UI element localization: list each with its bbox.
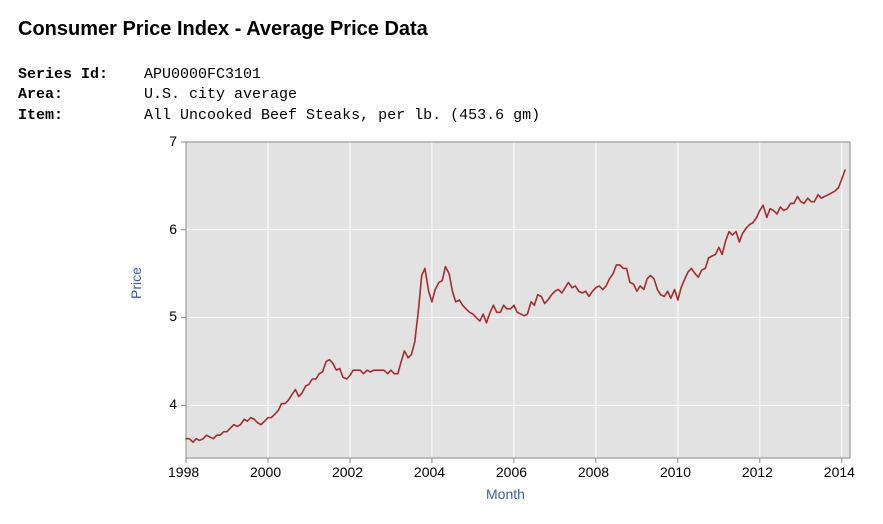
series-id-label: Series Id: (18, 66, 108, 83)
area-value: U.S. city average (144, 86, 297, 103)
x-tick-label: 2010 (660, 464, 691, 480)
x-tick-label: 2004 (414, 464, 445, 480)
area-label: Area: (18, 86, 63, 103)
x-tick-label: 2014 (824, 464, 855, 480)
y-tick-label: 4 (149, 396, 177, 412)
series-id-value: APU0000FC3101 (144, 66, 261, 83)
x-tick-label: 1998 (168, 464, 199, 480)
item-label: Item: (18, 107, 63, 124)
y-axis-label: Price (128, 267, 144, 299)
chart-svg (16, 136, 863, 506)
x-axis-label: Month (486, 486, 525, 502)
x-tick-label: 2008 (578, 464, 609, 480)
price-chart: Price Month 4 5 6 7 1998 2000 2002 2004 2006 2008… (16, 136, 863, 506)
x-tick-label: 2000 (250, 464, 281, 480)
y-tick-label: 7 (149, 133, 177, 149)
y-tick-label: 6 (149, 221, 177, 237)
x-tick-label: 2002 (332, 464, 363, 480)
x-tick-label: 2006 (496, 464, 527, 480)
x-tick-label: 2012 (742, 464, 773, 480)
metadata-block: Series Id: APU0000FC3101 Area: U.S. city… (18, 65, 865, 126)
y-tick-label: 5 (149, 308, 177, 324)
page-title: Consumer Price Index - Average Price Dat… (18, 18, 865, 41)
item-value: All Uncooked Beef Steaks, per lb. (453.6… (144, 107, 540, 124)
